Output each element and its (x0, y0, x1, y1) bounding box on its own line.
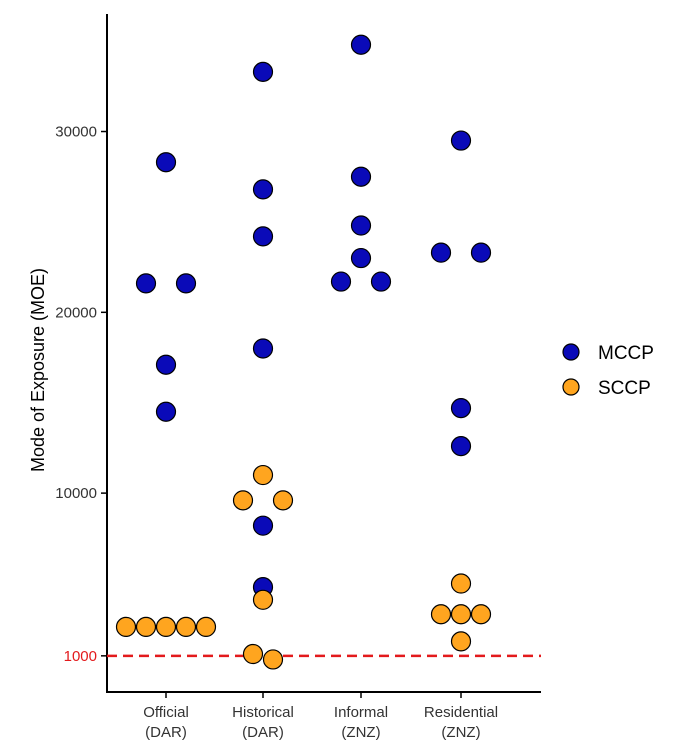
mccp-point (370, 271, 392, 292)
mccp-point (350, 247, 372, 269)
mccp-point (155, 401, 177, 422)
y-tick-label: 30000 (55, 124, 97, 141)
legend-swatch-mccp (562, 343, 580, 361)
mccp-point (155, 152, 177, 173)
sccp-point (242, 643, 264, 665)
x-tick-label-line1: Official (143, 704, 189, 721)
sccp-point (470, 604, 492, 625)
y-axis-ticks: 1000 10000 20000 30000 (55, 124, 107, 665)
sccp-point (430, 604, 452, 625)
sccp-point (155, 616, 177, 638)
mccp-point (450, 436, 472, 457)
x-tick-label-line1: Historical (232, 704, 294, 721)
mccp-point (450, 130, 472, 151)
sccp-point (232, 490, 254, 511)
mccp-point (155, 354, 177, 375)
mccp-point (330, 271, 352, 292)
mccp-point (350, 215, 372, 236)
sccp-point (450, 573, 472, 594)
mccp-point (252, 226, 274, 247)
x-tick-label-line2: (ZNZ) (341, 724, 380, 741)
mccp-point (350, 34, 372, 55)
mccp-point (252, 515, 274, 536)
sccp-point (450, 631, 472, 652)
x-tick-label-line2: (DAR) (242, 724, 284, 741)
sccp-point (272, 490, 294, 511)
mccp-point (350, 166, 372, 187)
sccp-point (252, 589, 274, 610)
mccp-point (252, 338, 274, 359)
legend-label-sccp: SCCP (598, 378, 651, 399)
sccp-point (450, 604, 472, 625)
x-axis-ticks: Official (DAR) Historical (DAR) Informal (ZNZ… (143, 692, 498, 741)
mccp-point (135, 273, 157, 294)
legend: MCCP SCCP (562, 343, 654, 399)
y-tick-label: 20000 (55, 304, 97, 321)
y-tick-label: 10000 (55, 485, 97, 502)
x-tick-label-line1: Informal (334, 704, 388, 721)
x-tick-label-line1: Residential (424, 704, 498, 721)
mccp-point (430, 242, 452, 263)
x-tick-label-line2: (ZNZ) (441, 724, 480, 741)
y-axis-title: Mode of Exposure (MOE) (28, 268, 48, 472)
mccp-point (252, 61, 274, 82)
mccp-point (175, 273, 197, 294)
sccp-point (195, 616, 217, 638)
sccp-point (135, 616, 157, 638)
data-points (115, 34, 492, 670)
sccp-point (262, 649, 284, 670)
y-tick-label: 1000 (64, 648, 97, 665)
mccp-point (252, 179, 274, 200)
x-tick-label-line2: (DAR) (145, 724, 187, 741)
legend-label-mccp: MCCP (598, 343, 654, 364)
legend-swatch-sccp (562, 378, 580, 396)
sccp-point (175, 616, 197, 638)
sccp-point (115, 616, 137, 638)
mccp-point (470, 242, 492, 263)
sccp-point (252, 464, 274, 486)
mccp-point (450, 398, 472, 419)
